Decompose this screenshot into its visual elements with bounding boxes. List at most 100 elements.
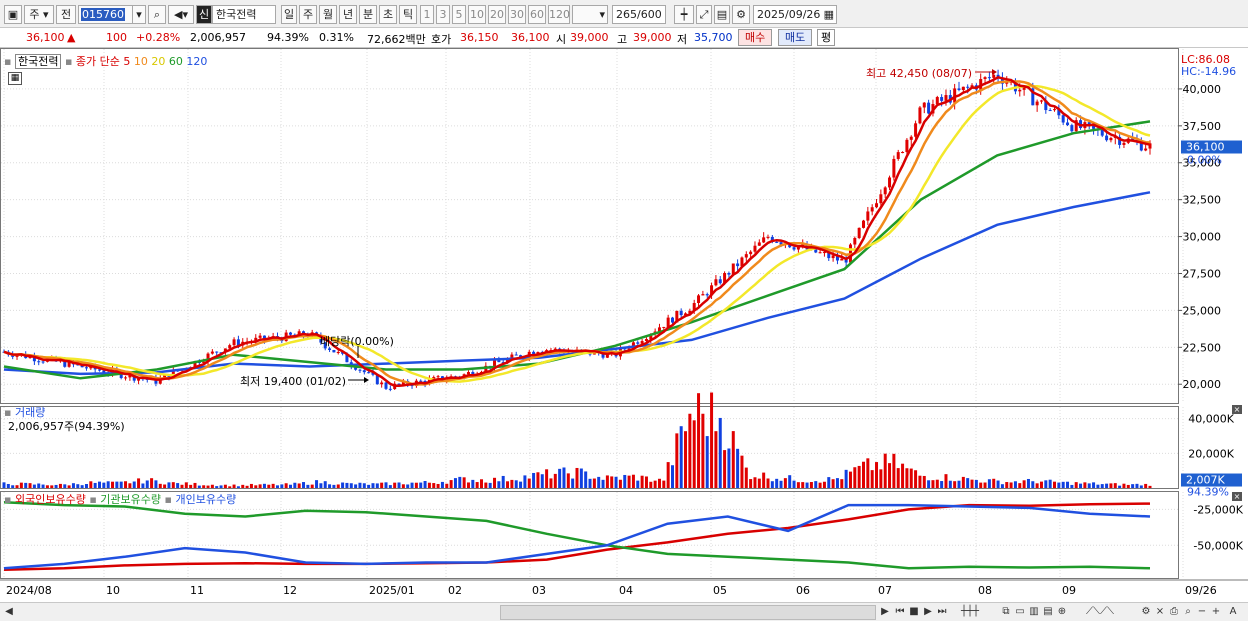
volume-bar (249, 483, 253, 488)
candle-body (940, 97, 944, 101)
fit-icon[interactable]: ▭ (1015, 606, 1025, 617)
chart-area[interactable]: 2024/08 10 11 12 2025/01 02 03 04 05 06 07 08 09 09/2… (0, 48, 1248, 602)
delete-icon[interactable]: ⨯ (1155, 606, 1165, 617)
close-icon[interactable]: × (1232, 492, 1242, 501)
close-icon[interactable]: × (1232, 405, 1242, 414)
scroll-right-icon[interactable]: ▶ (881, 606, 889, 617)
custom-interval-select[interactable]: ▾ (572, 5, 608, 24)
candle-body (818, 252, 822, 254)
search-icon[interactable]: ⌕ (148, 5, 166, 24)
legend-ma-60[interactable]: 60 (168, 55, 183, 68)
candle-body (471, 372, 475, 376)
font-size-icon[interactable]: A (1229, 606, 1237, 617)
layout-icon[interactable]: ▤ (1043, 606, 1053, 617)
legend-ma-5[interactable]: 5 (123, 55, 131, 68)
interval-3[interactable]: 3 (436, 5, 450, 24)
legend-stock-name[interactable]: 한국전력 (14, 54, 62, 69)
buy-button[interactable]: 매수 (738, 29, 773, 46)
legend-ma-10[interactable]: 10 (133, 55, 148, 68)
interval-5[interactable]: 5 (452, 5, 466, 24)
holding-legend[interactable]: ▪ 외국인보유수량 ▪ 기관보유수량 ▪ 개인보유수량 (4, 491, 236, 507)
gear-icon[interactable]: ⚙ (732, 5, 750, 24)
interval-20[interactable]: 20 (488, 5, 506, 24)
interval-60[interactable]: 60 (528, 5, 546, 24)
legend-ma-label[interactable]: 종가 단순 (75, 55, 120, 68)
legend-marker-icon: ▪ (4, 493, 12, 506)
scroll-thumb[interactable] (500, 605, 876, 620)
volume-bar (440, 481, 444, 488)
zoom-box-icon[interactable]: ⧉ (1002, 606, 1010, 617)
eval-button[interactable]: 평 (817, 29, 836, 46)
sell-button[interactable]: 매도 (778, 29, 813, 46)
forward-icon[interactable]: ⏭ (937, 606, 947, 617)
zoom-in-icon[interactable]: + (1211, 606, 1221, 617)
volume-title[interactable]: 거래량 (14, 406, 46, 419)
draw-tool-icon[interactable]: ⤢ (696, 5, 712, 24)
stop-icon[interactable]: ■ (909, 606, 919, 617)
candle-body (796, 246, 800, 250)
volume-bar (662, 480, 666, 488)
volume-bar (210, 484, 214, 488)
period-day[interactable]: 일 (281, 5, 297, 24)
settings-icon[interactable]: ⚙ (1141, 606, 1151, 617)
period-week[interactable]: 주 (299, 5, 317, 24)
volume-bar (723, 450, 727, 488)
count-input[interactable]: 265/600 (612, 5, 666, 24)
chart-canvas[interactable]: 2024/08 10 11 12 2025/01 02 03 04 05 06 07 08 09 09/2… (0, 48, 1248, 602)
legend-individual[interactable]: 개인보유수량 (175, 493, 237, 506)
zoom-icon[interactable]: ⌕ (1185, 606, 1191, 617)
split-icon[interactable]: ▥ (1029, 606, 1039, 617)
volume-bar (710, 392, 714, 488)
price-tick-label: 32,500 (1183, 194, 1222, 207)
period-year[interactable]: 년 (339, 5, 357, 24)
code-dropdown-icon[interactable]: ▾ (132, 5, 146, 24)
volume-bar (367, 484, 371, 488)
period-month[interactable]: 월 (319, 5, 337, 24)
calendar-icon[interactable]: ▦ (823, 8, 834, 21)
volume-bar (423, 481, 427, 488)
volume-bar (545, 469, 549, 488)
drawing-tools[interactable]: ⟋⟍⟋⟍ (1086, 606, 1114, 617)
stock-type-select[interactable]: 주 ▾ (24, 5, 54, 24)
stock-name-field[interactable]: 한국전력 (212, 5, 276, 24)
count-max: /600 (637, 8, 662, 21)
print-icon[interactable]: ⎙ (1170, 606, 1178, 617)
volume-bar (983, 482, 987, 488)
speaker-icon[interactable]: ◀▾ (168, 5, 194, 24)
speed-slider[interactable]: ┼┼┼ (960, 606, 980, 617)
market-button[interactable]: 전 (56, 5, 76, 24)
price-legend[interactable]: ▪ 한국전력 ▪ 종가 단순 5 10 20 60 120 (4, 53, 207, 69)
volume-legend[interactable]: ▪ 거래량 (4, 404, 45, 420)
candle-type-icon[interactable]: ┿ (674, 5, 694, 24)
candle-body (1005, 82, 1009, 84)
legend-foreign[interactable]: 외국인보유수량 (14, 493, 86, 506)
play-icon[interactable]: ▶ (924, 606, 932, 617)
volume-bar (623, 474, 627, 488)
period-tick[interactable]: 틱 (399, 5, 417, 24)
window-menu-icon[interactable]: ▣ (4, 5, 22, 24)
stock-code-input[interactable]: 015760 (78, 5, 146, 24)
volume-bar (727, 448, 731, 488)
save-icon[interactable]: ▤ (714, 5, 730, 24)
scroll-bar[interactable]: ◀ ▶ ⏮ ■ ▶ ⏭ ┼┼┼ ⧉ ▭ ▥ ▤ ⊕ ⟋⟍⟋⟍ ⚙ ⨯ ⎙ ⌕ −… (0, 602, 1248, 621)
interval-10[interactable]: 10 (468, 5, 486, 24)
legend-ma-20[interactable]: 20 (151, 55, 166, 68)
scroll-left-icon[interactable]: ◀ (5, 606, 13, 617)
interval-1[interactable]: 1 (420, 5, 434, 24)
interval-30[interactable]: 30 (508, 5, 526, 24)
volume-bar (1000, 484, 1004, 488)
candle-body (193, 361, 197, 368)
legend-ma-120[interactable]: 120 (186, 55, 208, 68)
interval-120[interactable]: 120 (548, 5, 570, 24)
legend-institution[interactable]: 기관보유수량 (100, 493, 162, 506)
date-input[interactable]: 2025/09/26 ▦ (753, 5, 837, 24)
crosshair-icon[interactable]: ⊕ (1057, 606, 1067, 617)
volume-bar (757, 478, 761, 488)
candle-body (922, 102, 926, 108)
period-minute[interactable]: 분 (359, 5, 377, 24)
rewind-icon[interactable]: ⏮ (895, 606, 905, 617)
zoom-out-icon[interactable]: − (1197, 606, 1207, 617)
grid-table-icon[interactable]: ▦ (8, 72, 22, 85)
stock-code-value: 015760 (81, 8, 125, 21)
period-second[interactable]: 초 (379, 5, 397, 24)
